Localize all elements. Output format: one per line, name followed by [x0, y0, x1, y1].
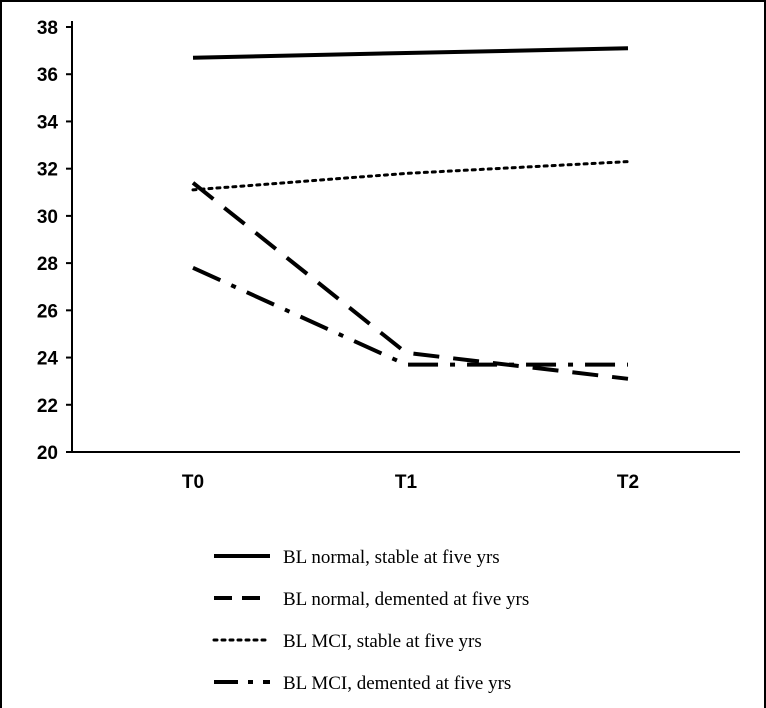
legend-label-2: BL normal, demented at five yrs	[283, 589, 529, 610]
y-tick-label: 28	[37, 254, 58, 275]
y-tick-label: 34	[37, 112, 59, 133]
legend: BL normal, stable at five yrs BL normal, …	[212, 547, 529, 694]
y-tick-label: 22	[37, 396, 58, 417]
x-tick-label: T2	[617, 472, 639, 493]
series-line-2	[191, 181, 629, 381]
y-tick-label: 32	[37, 160, 58, 181]
chart-axes	[71, 21, 740, 453]
y-tick-label: 30	[37, 207, 58, 228]
y-tick-label: 38	[37, 18, 58, 39]
series-line-4	[192, 265, 628, 367]
y-tick-label: 24	[37, 349, 59, 370]
legend-label-4: BL MCI, demented at five yrs	[283, 673, 511, 694]
y-tick-label: 36	[37, 65, 58, 86]
x-tick-label: T0	[182, 472, 204, 493]
series-line-3	[191, 160, 630, 192]
series-lines	[191, 46, 630, 381]
series-line-1	[192, 46, 629, 60]
y-tick-label: 26	[37, 301, 58, 322]
x-tick-label: T1	[395, 472, 418, 493]
x-axis-ticks: T0 T1 T2	[182, 472, 639, 493]
y-tick-label: 20	[37, 443, 58, 464]
y-axis-ticks: 20 22 24 26 28 30 32 34 36 38	[37, 18, 72, 464]
legend-label-1: BL normal, stable at five yrs	[283, 547, 500, 568]
legend-label-3: BL MCI, stable at five yrs	[283, 631, 482, 652]
